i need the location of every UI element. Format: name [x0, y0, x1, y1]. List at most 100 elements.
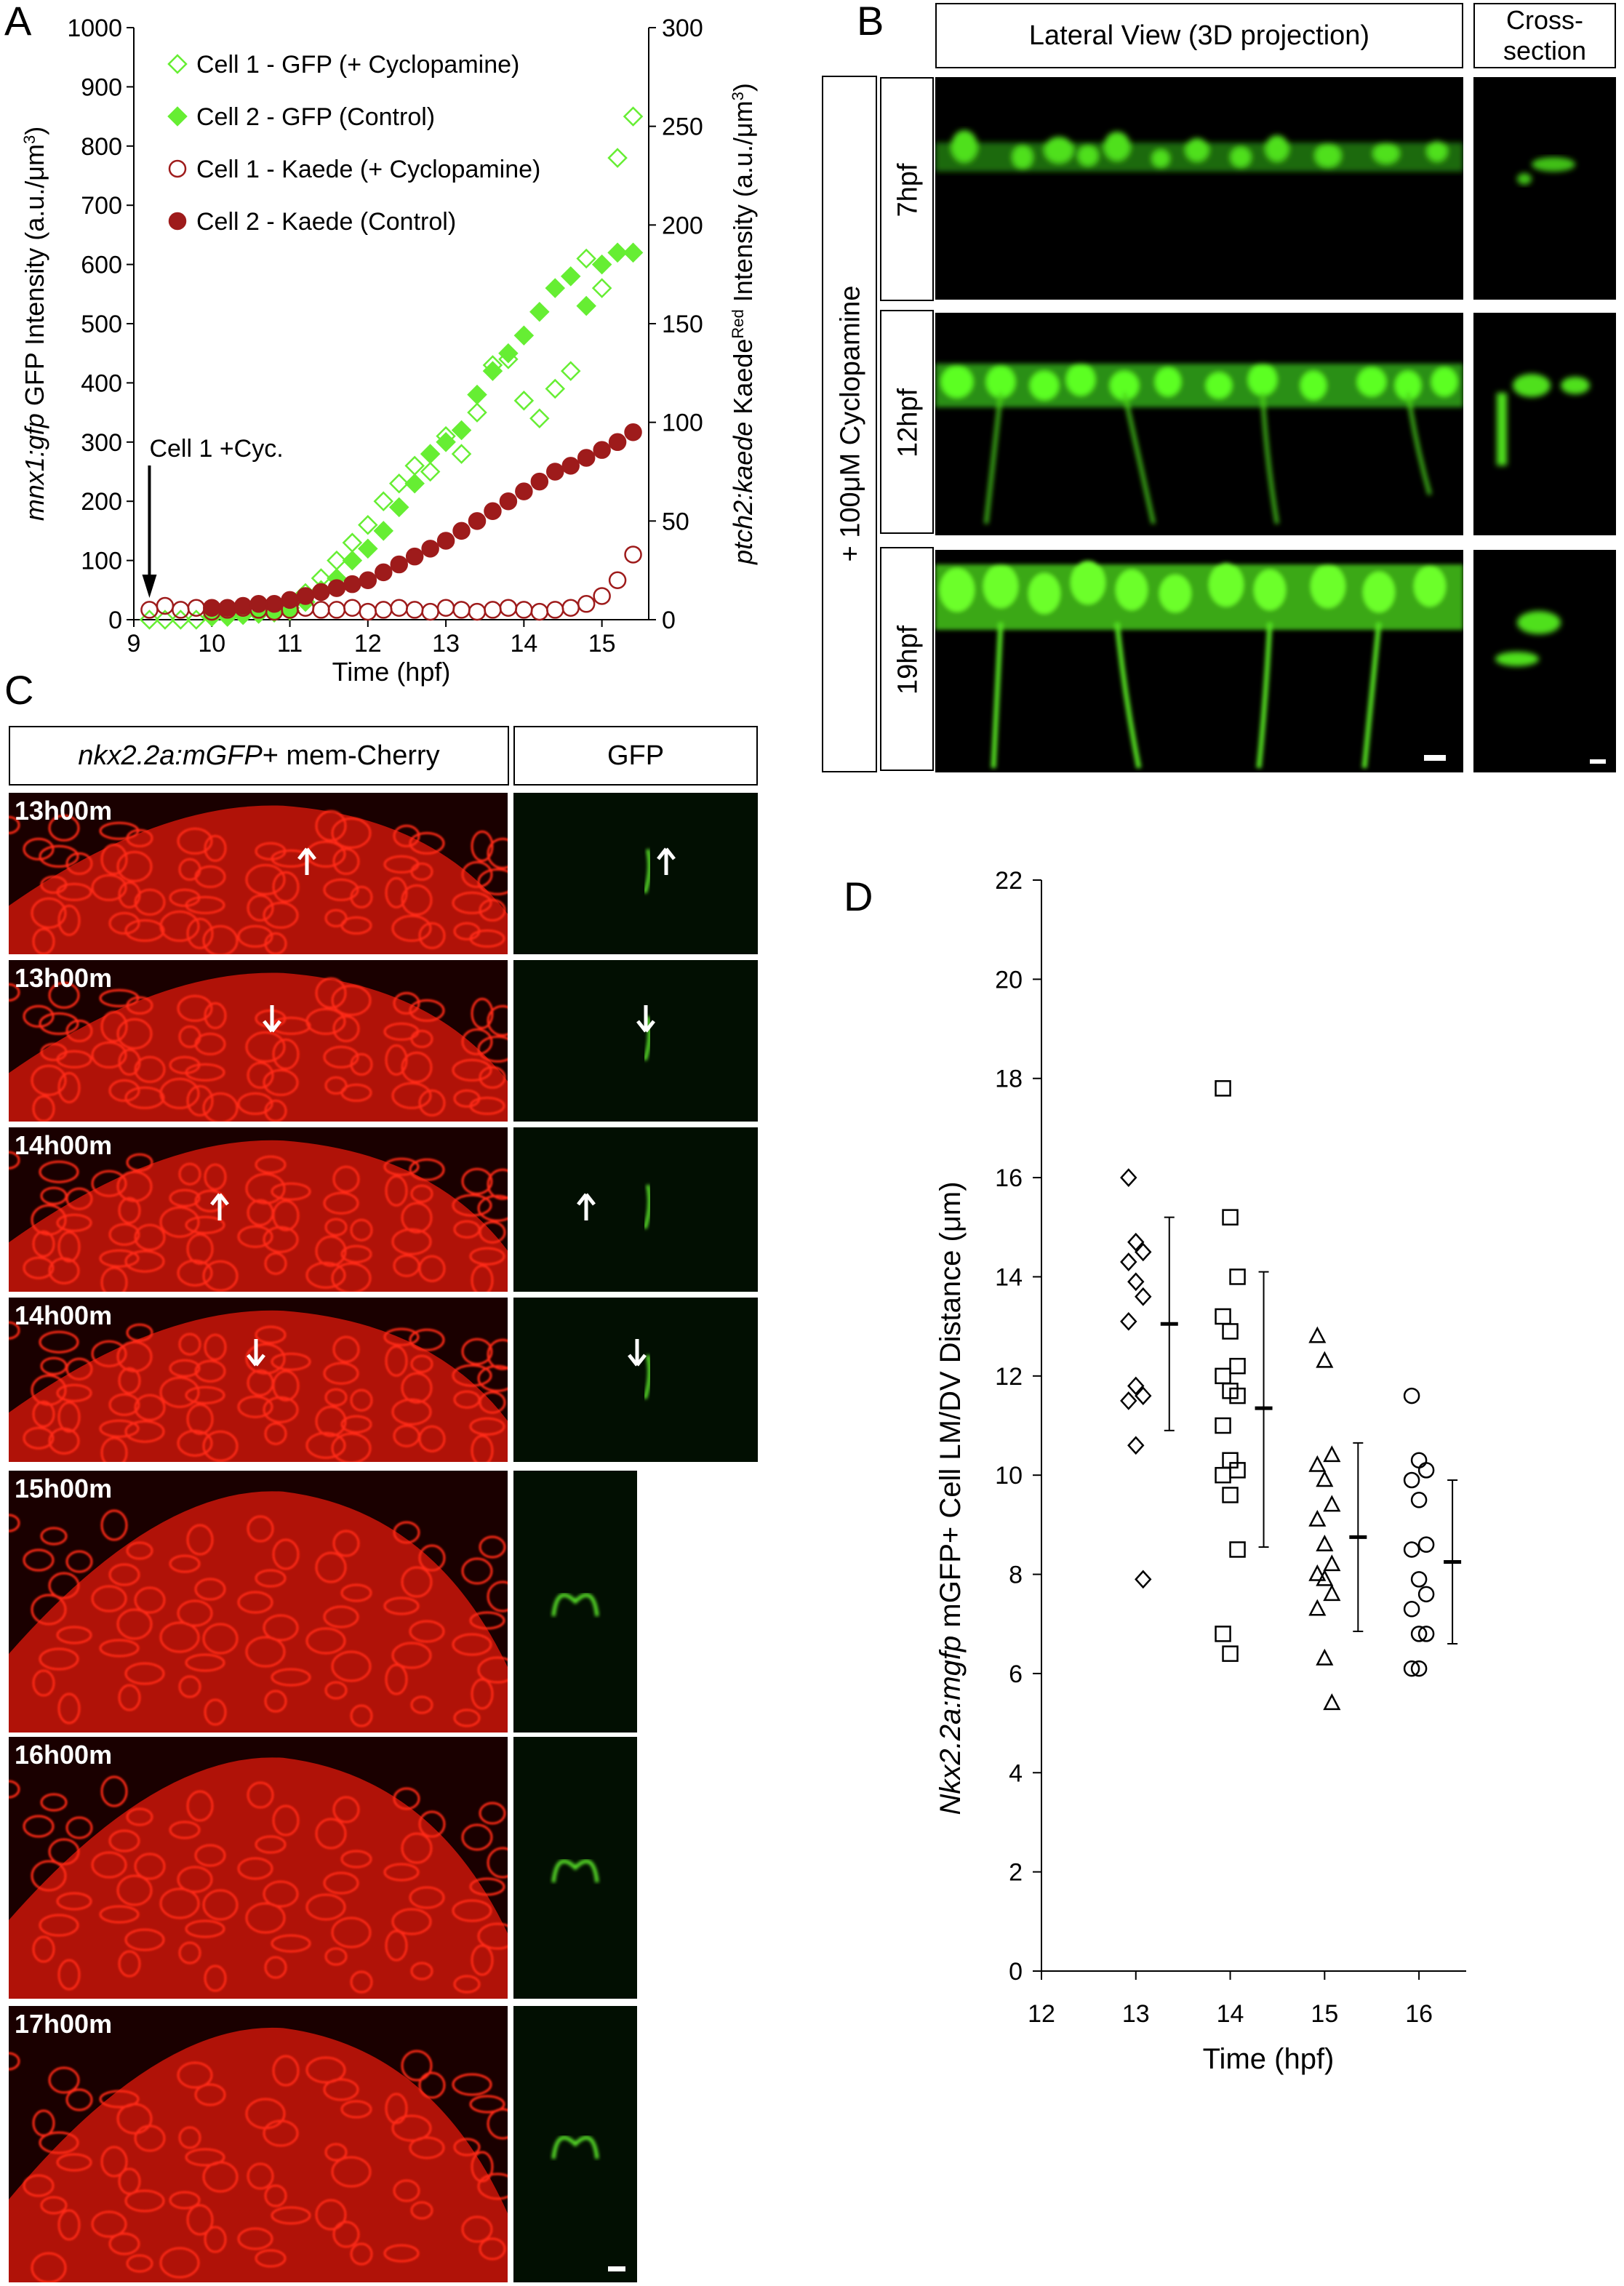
- data-point: [1417, 1586, 1435, 1603]
- row-label-box-12hpf: 12hpf: [880, 310, 934, 534]
- data-point: [561, 599, 580, 617]
- tick-label-left: 800: [81, 133, 122, 161]
- annotation-arrow-head: [142, 575, 157, 598]
- data-point: [1308, 1599, 1327, 1616]
- legend-label: Cell 1 - GFP (+ Cyclopamine): [196, 51, 519, 79]
- arrow-up-icon: [210, 1193, 229, 1220]
- data-point: [1215, 1367, 1231, 1385]
- data-point: [593, 441, 611, 459]
- y-axis-label-right-close: ): [728, 83, 758, 92]
- micrograph-gfp-row-2: [513, 1127, 758, 1292]
- tick-label-x: 14: [1217, 2000, 1244, 2028]
- header-merge-rest: + mem-Cherry: [262, 740, 440, 771]
- tick-label-left: 500: [81, 311, 122, 338]
- data-point: [1316, 1569, 1334, 1586]
- data-point: [1308, 1455, 1327, 1472]
- tick-label-left: 900: [81, 73, 122, 101]
- chart-a: 0 100 200 300 400 500 600 700 800 900 1000 0 50 100 15…: [20, 15, 758, 687]
- data-point: [1316, 1351, 1334, 1368]
- data-point: [358, 538, 378, 559]
- data-point: [1410, 1452, 1428, 1468]
- micrograph-gfp-row-4: [513, 1471, 637, 1733]
- tick-label-x: 9: [127, 630, 141, 658]
- x-axis-label: Time (hpf): [332, 657, 451, 687]
- data-point: [577, 449, 596, 467]
- data-point: [1417, 1536, 1435, 1553]
- data-point: [1127, 1272, 1145, 1292]
- legend-label: Cell 2 - Kaede (Control): [196, 208, 456, 236]
- series-a-3: [203, 423, 642, 617]
- data-point: [452, 521, 471, 540]
- tick-label-x: 15: [1311, 2000, 1338, 2028]
- data-point: [513, 391, 535, 411]
- data-point: [577, 595, 596, 613]
- data-point: [1135, 1242, 1152, 1262]
- data-point: [1403, 1601, 1420, 1618]
- tick-label-right: 0: [662, 607, 676, 634]
- data-point: [546, 601, 564, 619]
- data-point: [1316, 1470, 1334, 1487]
- micrograph-gfp-row-3: [513, 1298, 758, 1462]
- header-merge-italic: nkx2.2a:mGFP: [78, 740, 263, 771]
- data-point: [623, 106, 644, 127]
- data-point: [436, 432, 456, 452]
- data-point: [1222, 1209, 1239, 1226]
- y-axis-label-right-sup2: 3: [729, 92, 747, 100]
- tick-label-x: 15: [588, 630, 616, 658]
- x-axis-label: Time (hpf): [1203, 2043, 1335, 2075]
- data-point: [388, 497, 409, 518]
- scale-bar-b-lateral: [1424, 755, 1446, 761]
- data-point: [281, 591, 299, 610]
- data-point: [591, 254, 612, 275]
- tick-label-y: 14: [995, 1263, 1023, 1291]
- data-point: [468, 512, 487, 530]
- legend-label: Cell 2 - GFP (Control): [196, 103, 435, 131]
- tick-label-left: 0: [108, 607, 122, 634]
- time-label: 14h00m: [15, 1130, 113, 1160]
- tick-label-y: 18: [995, 1066, 1023, 1093]
- micrograph-gfp-row-5: [513, 1737, 637, 1999]
- arrow-down-icon: [628, 1339, 647, 1367]
- time-label: 13h00m: [15, 796, 113, 826]
- tick-label-left: 1000: [67, 15, 122, 42]
- data-point: [467, 384, 487, 405]
- data-point: [1417, 1462, 1435, 1479]
- tick-label-x: 12: [354, 630, 382, 658]
- tick-label-left: 700: [81, 192, 122, 220]
- data-point: [139, 610, 160, 630]
- arrow-down-icon: [263, 1005, 281, 1033]
- data-point: [187, 599, 206, 617]
- data-point: [1410, 1660, 1428, 1677]
- data-point: [623, 242, 644, 263]
- data-point: [420, 444, 441, 464]
- tick-label-y: 2: [1009, 1859, 1023, 1887]
- time-label: 16h00m: [15, 1740, 113, 1770]
- data-point: [312, 583, 330, 602]
- time-label: 13h00m: [15, 963, 113, 993]
- scale-bar-c: [608, 2266, 625, 2271]
- tick-label-x: 14: [510, 630, 537, 658]
- data-point: [484, 502, 502, 521]
- legend-marker: [168, 159, 187, 178]
- micrograph-lateral-7hpf: [935, 77, 1463, 300]
- header-lateral-view: Lateral View (3D projection): [935, 3, 1463, 68]
- data-point: [624, 423, 642, 441]
- treatment-label-box: + 100μM Cyclopamine: [822, 76, 877, 772]
- tick-label-right: 200: [662, 212, 703, 239]
- data-point: [358, 514, 378, 535]
- tick-label-left: 400: [81, 369, 122, 397]
- tick-label-x: 10: [198, 630, 225, 658]
- data-point: [545, 378, 566, 399]
- data-point: [1215, 1308, 1231, 1325]
- series-d-2: [1308, 1326, 1367, 1711]
- tick-label-right: 150: [662, 311, 703, 338]
- data-point: [576, 295, 596, 316]
- data-point: [1127, 1376, 1145, 1396]
- data-point: [1323, 1445, 1341, 1463]
- tick-label-right: 100: [662, 409, 703, 437]
- tick-label-left: 200: [81, 488, 122, 516]
- series-d-0: [1120, 1168, 1178, 1589]
- micrograph-gfp-row-6: [513, 2006, 637, 2282]
- data-point: [249, 595, 268, 613]
- data-point: [1135, 1386, 1152, 1405]
